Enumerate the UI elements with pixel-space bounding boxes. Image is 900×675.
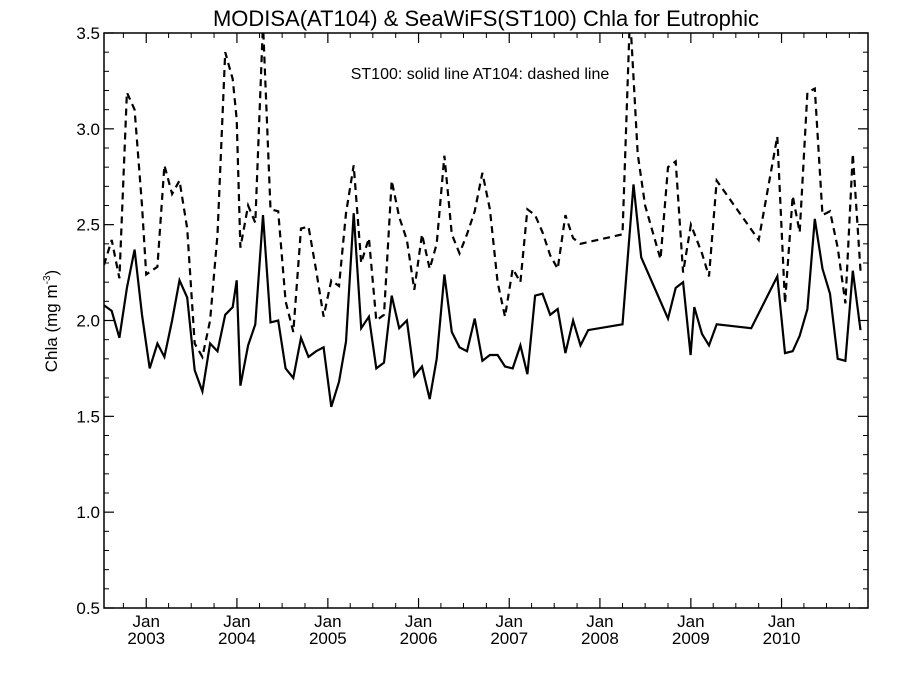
x-tick-month-label: Jan — [496, 612, 523, 631]
y-tick-label: 2.5 — [76, 216, 100, 235]
x-tick-year-label: 2010 — [763, 629, 801, 648]
y-tick-label: 3.5 — [76, 24, 100, 43]
x-tick-year-label: 2009 — [672, 629, 710, 648]
chart-title: MODISA(AT104) & SeaWiFS(ST100) Chla for … — [213, 6, 759, 31]
y-axis-label: Chla (mg m-3) — [42, 270, 61, 372]
y-axis: 0.5 1.0 1.5 2.0 2.5 3.0 3.5 — [76, 24, 868, 618]
y-tick-label: 0.5 — [76, 599, 100, 618]
y-tick-label: 3.0 — [76, 120, 100, 139]
x-tick-month-label: Jan — [677, 612, 704, 631]
x-tick-year-label: 2003 — [127, 629, 165, 648]
series-layer — [104, 33, 862, 408]
series-line-at104-dashed — [104, 33, 862, 360]
y-axis-label-close: ) — [42, 270, 61, 276]
x-tick-month-label: Jan — [133, 612, 160, 631]
x-axis: Jan2003Jan2004Jan2005Jan2006Jan2007Jan20… — [122, 33, 850, 648]
x-tick-month-label: Jan — [314, 612, 341, 631]
x-tick-month-label: Jan — [405, 612, 432, 631]
x-tick-year-label: 2007 — [490, 629, 528, 648]
y-tick-label: 1.5 — [76, 407, 100, 426]
y-tick-label: 1.0 — [76, 503, 100, 522]
x-tick-year-label: 2004 — [218, 629, 256, 648]
x-tick-month-label: Jan — [223, 612, 250, 631]
plot-frame — [103, 32, 869, 609]
x-tick-year-label: 2008 — [581, 629, 619, 648]
x-tick-month-label: Jan — [586, 612, 613, 631]
y-tick-label: 2.0 — [76, 312, 100, 331]
y-axis-label-superscript: -3 — [42, 275, 53, 284]
y-axis-label-main: Chla (mg m — [42, 284, 61, 372]
x-tick-year-label: 2006 — [400, 629, 438, 648]
legend-annotation: ST100: solid line AT104: dashed line — [351, 66, 610, 83]
series-line-st100-solid — [104, 184, 862, 408]
x-tick-year-label: 2005 — [309, 629, 347, 648]
x-tick-month-label: Jan — [768, 612, 795, 631]
